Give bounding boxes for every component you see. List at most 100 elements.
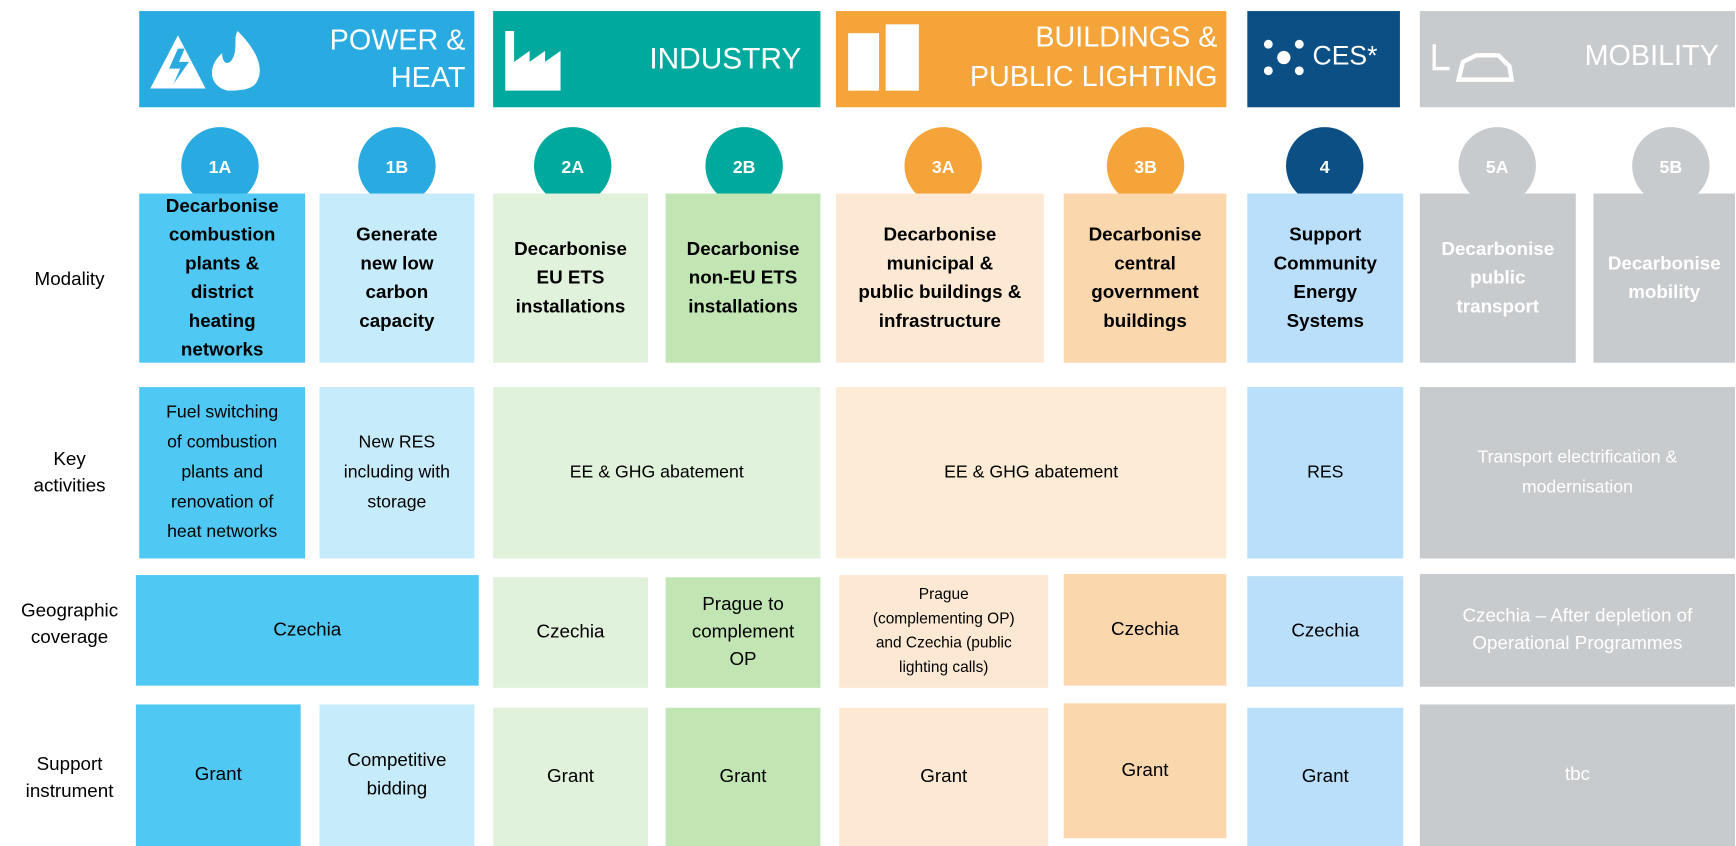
- modality-text: networks: [181, 339, 264, 360]
- modality-badge: [181, 127, 259, 205]
- modality-text: Decarbonise: [1608, 252, 1721, 273]
- modality-id: 5B: [1660, 157, 1683, 177]
- key_activities-text: EE & GHG abatement: [944, 461, 1118, 481]
- support_instrument-box: [1063, 703, 1227, 839]
- support_instrument-text: Grant: [720, 765, 768, 786]
- modality-text: district: [191, 281, 254, 302]
- modality-text: mobility: [1628, 281, 1701, 302]
- row-label: activities: [34, 475, 106, 496]
- row-label: Modality: [35, 268, 106, 289]
- sector-title: HEAT: [391, 62, 466, 94]
- modality-text: infrastructure: [879, 310, 1001, 331]
- geographic_coverage-text: OP: [729, 648, 756, 669]
- modality-text: combustion: [169, 224, 276, 245]
- key_activities-text: RES: [1307, 461, 1343, 481]
- modality-text: central: [1114, 252, 1176, 273]
- support_instrument-text: bidding: [367, 778, 428, 799]
- key_activities-text: plants and: [181, 461, 263, 481]
- row-label: Key: [53, 448, 86, 469]
- row-label: instrument: [26, 780, 115, 801]
- geographic_coverage-box: [1063, 573, 1227, 686]
- modality-text: government: [1091, 281, 1199, 302]
- modality-box: [139, 193, 306, 363]
- modality-text: transport: [1457, 295, 1540, 316]
- modality-text: Decarbonise: [883, 224, 996, 245]
- key_activities-text: storage: [367, 491, 426, 511]
- modality-text: Generate: [356, 224, 438, 245]
- geographic_coverage-text: Czechia: [1111, 618, 1179, 639]
- modality-text: new low: [360, 252, 433, 273]
- sector-title: CES*: [1313, 41, 1378, 71]
- row-label: coverage: [31, 626, 108, 647]
- modality-text: Decarbonise: [1089, 224, 1202, 245]
- key_activities-text: heat networks: [167, 521, 277, 541]
- modality-text: Systems: [1287, 310, 1364, 331]
- support_instrument-box: [1419, 704, 1736, 846]
- geographic_coverage-box: [493, 577, 648, 688]
- sector-title: MOBILITY: [1585, 40, 1719, 72]
- geographic_coverage-text: and Czechia (public: [876, 635, 1012, 652]
- modality-text: EU ETS: [537, 267, 605, 288]
- modality-id: 2B: [733, 157, 756, 177]
- row-label: Geographic: [21, 600, 118, 621]
- modality-badge: [1632, 127, 1710, 205]
- modality-badge: [1458, 127, 1536, 205]
- geographic_coverage-box: [135, 575, 479, 686]
- modality-text: heating: [189, 310, 256, 331]
- modality-text: municipal &: [887, 252, 994, 273]
- geographic_coverage-box: [1247, 576, 1404, 687]
- ces-icon: [1294, 39, 1304, 49]
- geographic_coverage-text: Czechia – After depletion of: [1462, 604, 1693, 625]
- modality-badge: [705, 127, 783, 205]
- geographic_coverage-box: [839, 575, 1049, 688]
- support_instrument-text: Grant: [1302, 765, 1350, 786]
- support_instrument-text: Competitive: [347, 749, 446, 770]
- modality-badge: [358, 127, 436, 205]
- geographic_coverage-text: Czechia: [537, 621, 605, 642]
- building-icon: [885, 24, 919, 91]
- ces-icon: [1277, 50, 1291, 65]
- geographic_coverage-box: [1419, 573, 1736, 687]
- support_instrument-text: Grant: [195, 763, 243, 784]
- modality-text: installations: [688, 295, 798, 316]
- support_instrument-box: [839, 707, 1049, 846]
- support_instrument-box: [493, 707, 648, 846]
- key_activities-box: [319, 387, 475, 559]
- geographic_coverage-text: Prague: [919, 586, 969, 603]
- modality-box: [1063, 193, 1227, 363]
- modality-text: Community: [1274, 252, 1378, 273]
- modality-box: [665, 193, 821, 363]
- support_instrument-box: [135, 704, 301, 846]
- icons: [150, 24, 1515, 91]
- geographic_coverage-text: Prague to: [702, 593, 784, 614]
- modality-id: 1A: [209, 157, 232, 177]
- geographic_coverage-text: Operational Programmes: [1472, 632, 1682, 653]
- building-icon: [848, 33, 880, 91]
- ces-icon: [1294, 66, 1304, 76]
- modality-box: [835, 193, 1044, 363]
- geographic_coverage-box: [665, 577, 821, 688]
- support_instrument-text: tbc: [1565, 763, 1590, 784]
- power-band: [139, 11, 475, 108]
- modality-text: Decarbonise: [166, 195, 279, 216]
- plug-icon: [1432, 44, 1450, 71]
- geographic_coverage-text: Czechia: [1291, 619, 1359, 640]
- modality-box: [1247, 193, 1404, 363]
- modality-badge: [904, 127, 982, 205]
- bolt-icon: [169, 48, 189, 85]
- key_activities-box: [835, 387, 1227, 559]
- support_instrument-box: [665, 707, 821, 846]
- modality-text: Energy: [1293, 281, 1357, 302]
- factory-icon: [505, 30, 561, 91]
- sector-title: POWER &: [330, 25, 466, 57]
- key_activities-box: [139, 387, 306, 559]
- modality-id: 1B: [386, 157, 409, 177]
- modality-id: 5A: [1486, 157, 1509, 177]
- modality-text: carbon: [366, 281, 429, 302]
- key_activities-text: renovation of: [171, 491, 273, 511]
- modality-text: installations: [516, 295, 626, 316]
- support_instrument-text: Grant: [920, 765, 968, 786]
- key_activities-text: Fuel switching: [166, 402, 278, 422]
- support_instrument-text: Grant: [547, 765, 595, 786]
